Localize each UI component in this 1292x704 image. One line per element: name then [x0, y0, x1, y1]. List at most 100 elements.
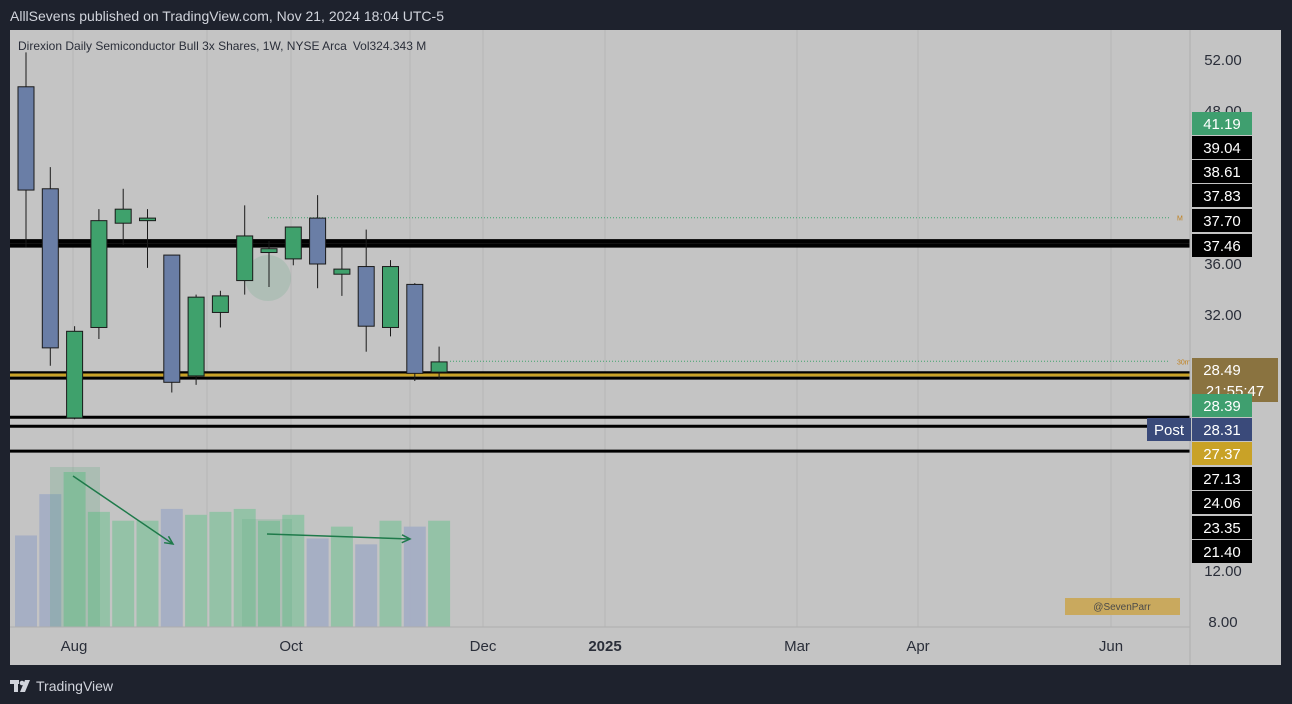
volume-bar — [87, 511, 110, 627]
volume-bar — [39, 494, 62, 627]
candle-body — [17, 86, 35, 191]
level-lines: M 30m — [10, 216, 1191, 453]
bear-candle — [357, 229, 375, 352]
trend-arrow-line — [72, 475, 174, 545]
candlesticks — [17, 52, 448, 420]
candle-body — [66, 330, 84, 419]
x-axis: Aug Oct Dec 2025 Mar Apr Jun — [61, 638, 1123, 655]
price-label-value: 37.70 — [1203, 213, 1241, 230]
price-label-box — [1192, 467, 1252, 490]
price-label-box — [1192, 184, 1252, 207]
candle-body — [211, 295, 229, 313]
price-label-box — [1192, 418, 1252, 441]
bear-candle — [163, 254, 181, 393]
y-tick-label: 32.00 — [1204, 307, 1242, 324]
x-tick-label: Jun — [1099, 638, 1123, 655]
bull-candle — [211, 290, 229, 328]
y-tick-label: 52.00 — [1204, 52, 1242, 69]
price-label-value: 37.83 — [1203, 188, 1241, 205]
volume-label: Vol — [353, 39, 370, 53]
volume-bar — [379, 520, 402, 627]
candle-body — [309, 217, 327, 265]
trend-arrow-line — [266, 533, 411, 540]
bull-candle — [333, 246, 351, 296]
price-label-value: 28.49 — [1203, 362, 1241, 379]
watermark: @SevenParr — [1065, 598, 1180, 615]
x-tick-label: 2025 — [588, 638, 621, 655]
volume-highlight-box — [242, 519, 292, 627]
volume-bar — [258, 520, 280, 627]
volume-bar — [15, 535, 37, 627]
x-tick-label: Apr — [906, 638, 929, 655]
candle-body — [430, 361, 448, 373]
volume-bar — [330, 526, 353, 627]
highlight-circle — [245, 255, 291, 301]
candle-body — [333, 268, 351, 275]
candle-body — [114, 208, 132, 224]
volume-bars — [15, 472, 451, 627]
price-label-box — [1192, 491, 1252, 514]
bear-candle — [41, 167, 59, 366]
volume-bar — [136, 520, 159, 627]
candle-body — [236, 235, 254, 282]
tradingview-logo-icon — [10, 680, 30, 692]
watermark-text: @SevenParr — [1093, 602, 1151, 613]
price-label-box — [1192, 136, 1252, 159]
chart-title: Direxion Daily Semiconductor Bull 3x Sha… — [18, 39, 426, 53]
x-tick-label: Oct — [279, 638, 303, 655]
volume-value: 324.343 M — [370, 39, 427, 53]
publish-line: AlllSevens published on TradingView.com,… — [10, 8, 444, 24]
price-labels: 41.1939.0438.6137.8337.7037.4628.4921:55… — [1147, 112, 1278, 563]
title-text: Direxion Daily Semiconductor Bull 3x Sha… — [18, 39, 347, 53]
price-label-box — [1192, 540, 1252, 563]
price-label-box — [1192, 394, 1252, 417]
annotations — [50, 255, 412, 627]
price-label-value: 28.31 — [1203, 422, 1241, 439]
y-tick-label: 8.00 — [1208, 614, 1237, 631]
bull-candle — [187, 294, 205, 385]
y-tick-label: 12.00 — [1204, 563, 1242, 580]
candle-body — [382, 266, 399, 328]
volume-bar — [428, 520, 451, 627]
price-label-value: 39.04 — [1203, 140, 1241, 157]
candle-body — [90, 220, 108, 328]
bull-candle — [236, 205, 254, 295]
publish-header: AlllSevens published on TradingView.com,… — [0, 0, 1292, 30]
price-label-value: 21.40 — [1203, 544, 1241, 561]
candle-body — [284, 226, 302, 260]
bull-candle — [66, 326, 84, 420]
bull-candle — [284, 226, 302, 266]
bull-candle — [430, 346, 448, 380]
bull-candle — [139, 209, 156, 268]
bull-candle — [90, 209, 108, 339]
chart-area[interactable]: M 30m @SevenParr 52.00 48.00 36.00 32.00 12.0… — [10, 30, 1281, 665]
price-label-box — [1192, 234, 1252, 257]
x-tick-label: Aug — [61, 638, 88, 655]
candle-body — [260, 248, 278, 254]
trend-arrow-head — [163, 535, 175, 545]
candle-body — [139, 217, 156, 222]
price-label-box — [1192, 516, 1252, 539]
price-label-value: 24.06 — [1203, 495, 1241, 512]
bull-candle — [260, 241, 278, 287]
volume-bar — [63, 472, 86, 627]
price-label-tag: Post — [1154, 422, 1185, 439]
price-label-value: 27.13 — [1203, 471, 1241, 488]
candle-body — [187, 296, 205, 377]
price-label-box — [1192, 442, 1252, 465]
x-tick-label: Mar — [784, 638, 810, 655]
price-label-value: 41.19 — [1203, 116, 1241, 133]
volume-bar — [112, 520, 135, 627]
candle-body — [357, 266, 375, 327]
dotted-line-label: 30m — [1177, 359, 1191, 366]
volume-bar — [160, 508, 183, 627]
grid-lines — [72, 30, 1112, 627]
bull-candle — [382, 260, 399, 337]
price-label-value: 38.61 — [1203, 164, 1241, 181]
price-label-value: 27.37 — [1203, 446, 1241, 463]
x-tick-label: Dec — [470, 638, 497, 655]
price-label-box — [1192, 160, 1252, 183]
bear-candle — [17, 52, 35, 248]
volume-bar — [306, 538, 329, 627]
